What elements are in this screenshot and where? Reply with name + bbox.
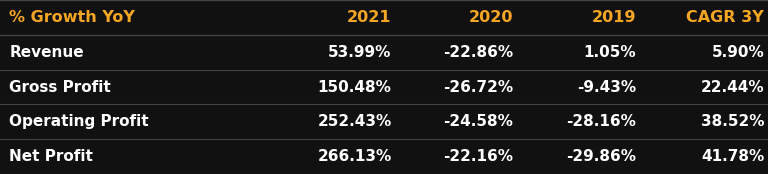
Text: Revenue: Revenue [9,45,84,60]
Text: 2019: 2019 [591,10,636,25]
Text: Operating Profit: Operating Profit [9,114,149,129]
Text: % Growth YoY: % Growth YoY [9,10,135,25]
Text: Gross Profit: Gross Profit [9,80,111,94]
Bar [0,0,768,35]
Text: -22.16%: -22.16% [443,149,513,164]
Text: 266.13%: 266.13% [317,149,392,164]
Text: 5.90%: 5.90% [711,45,764,60]
Text: 1.05%: 1.05% [583,45,636,60]
Text: -22.86%: -22.86% [443,45,513,60]
Text: 53.99%: 53.99% [328,45,392,60]
Text: 2021: 2021 [347,10,392,25]
Text: 38.52%: 38.52% [700,114,764,129]
Text: CAGR 3Y: CAGR 3Y [687,10,764,25]
Text: 252.43%: 252.43% [317,114,392,129]
Text: Net Profit: Net Profit [9,149,93,164]
Text: -28.16%: -28.16% [566,114,636,129]
Text: 22.44%: 22.44% [700,80,764,94]
Text: -26.72%: -26.72% [443,80,513,94]
Text: 2020: 2020 [468,10,513,25]
Text: 150.48%: 150.48% [318,80,392,94]
Text: -24.58%: -24.58% [443,114,513,129]
Text: -29.86%: -29.86% [566,149,636,164]
Text: 41.78%: 41.78% [701,149,764,164]
Text: -9.43%: -9.43% [577,80,636,94]
